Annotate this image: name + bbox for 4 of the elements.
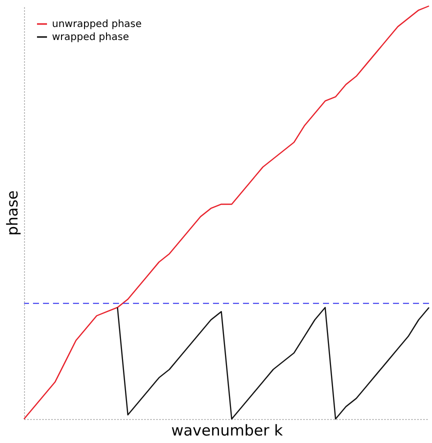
legend-label: wrapped phase bbox=[52, 32, 129, 43]
legend-label: unwrapped phase bbox=[52, 19, 142, 30]
x-axis-title: wavenumber k bbox=[171, 422, 284, 440]
y-axis-title: phase bbox=[4, 190, 22, 236]
